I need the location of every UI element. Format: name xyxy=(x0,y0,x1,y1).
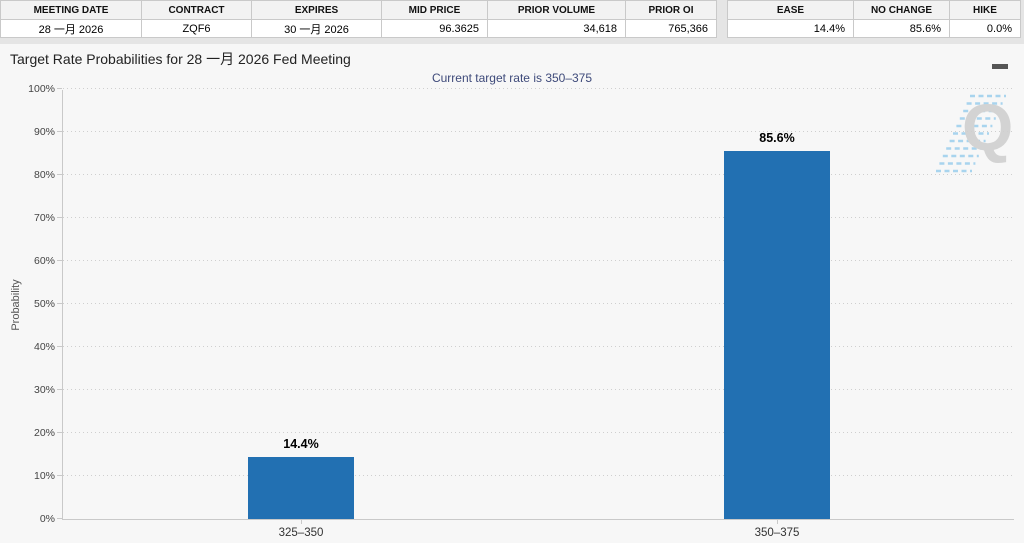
contract-info-table: MEETING DATE CONTRACT EXPIRES MID PRICE … xyxy=(0,0,717,38)
contract-table-value-row: 28 一月 2026 ZQF6 30 一月 2026 96.3625 34,61… xyxy=(0,19,717,38)
chart-subtitle: Current target rate is 350–375 xyxy=(431,71,593,85)
chart-context-menu-button[interactable] xyxy=(992,53,1014,69)
y-axis-tick-label: 70% xyxy=(33,212,55,224)
y-gridline xyxy=(63,303,1014,304)
bar-value-label: 85.6% xyxy=(759,130,795,145)
chart-title: Target Rate Probabilities for 28 一月 2026… xyxy=(10,51,351,67)
value-prior-oi: 765,366 xyxy=(625,19,717,38)
y-gridline xyxy=(63,346,1014,347)
y-axis-tick-label: 10% xyxy=(33,470,55,482)
y-axis-tick xyxy=(57,389,62,390)
x-axis-category-label: 350–375 xyxy=(754,527,800,539)
y-gridline xyxy=(63,217,1014,218)
rate-move-probability-table: EASE NO CHANGE HIKE 14.4% 85.6% 0.0% xyxy=(727,0,1021,38)
y-axis-tick xyxy=(57,303,62,304)
watermark-dashes-decoration xyxy=(936,94,1006,173)
value-prior-volume: 34,618 xyxy=(487,19,626,38)
value-expires: 30 一月 2026 xyxy=(251,19,382,38)
y-axis-tick xyxy=(57,88,62,89)
y-axis-tick xyxy=(57,346,62,347)
y-axis-tick xyxy=(57,260,62,261)
contract-table-header-row: MEETING DATE CONTRACT EXPIRES MID PRICE … xyxy=(0,0,717,20)
value-mid-price: 96.3625 xyxy=(381,19,488,38)
header-ease: EASE xyxy=(727,0,854,20)
y-gridline xyxy=(63,174,1014,175)
probability-bar[interactable] xyxy=(248,457,354,519)
header-contract: CONTRACT xyxy=(141,0,252,20)
probability-bar[interactable] xyxy=(724,150,830,519)
y-axis-tick-label: 50% xyxy=(33,298,55,310)
y-gridline xyxy=(63,131,1014,132)
x-axis-category-label: 325–350 xyxy=(278,527,324,539)
x-axis-tick xyxy=(777,519,778,524)
y-axis-tick-label: 0% xyxy=(39,513,55,525)
header-prior-volume: PRIOR VOLUME xyxy=(487,0,626,20)
y-gridline xyxy=(63,432,1014,433)
y-axis-tick xyxy=(57,217,62,218)
x-axis-tick xyxy=(301,519,302,524)
y-axis-tick-label: 80% xyxy=(33,169,55,181)
y-axis-tick-label: 40% xyxy=(33,341,55,353)
value-ease: 14.4% xyxy=(727,19,854,38)
y-axis-tick-label: 100% xyxy=(28,83,55,95)
header-prior-oi: PRIOR OI xyxy=(625,0,717,20)
quikstrike-watermark-logo: Q xyxy=(962,90,1014,164)
y-gridline xyxy=(63,389,1014,390)
header-hike: HIKE xyxy=(949,0,1021,20)
y-axis-tick-label: 60% xyxy=(33,255,55,267)
header-meeting-date: MEETING DATE xyxy=(0,0,142,20)
y-axis-tick-label: 20% xyxy=(33,427,55,439)
header-no-change: NO CHANGE xyxy=(853,0,950,20)
value-meeting-date: 28 一月 2026 xyxy=(0,19,142,38)
y-axis-tick xyxy=(57,174,62,175)
plot-area: 0% 10% 20% 30% 40% 50% 60% 70% 80% 90% 100% 14.4% 32… xyxy=(28,83,1014,539)
y-axis-tick-label: 90% xyxy=(33,126,55,138)
y-axis-tick xyxy=(57,475,62,476)
moves-table-value-row: 14.4% 85.6% 0.0% xyxy=(727,19,1021,38)
moves-table-header-row: EASE NO CHANGE HIKE xyxy=(727,0,1021,20)
value-contract: ZQF6 xyxy=(141,19,252,38)
value-no-change: 85.6% xyxy=(853,19,950,38)
value-hike: 0.0% xyxy=(949,19,1021,38)
y-gridline xyxy=(63,475,1014,476)
header-mid-price: MID PRICE xyxy=(381,0,488,20)
bar-value-label: 14.4% xyxy=(283,437,319,452)
target-rate-probability-chart: Target Rate Probabilities for 28 一月 2026… xyxy=(0,44,1024,543)
y-gridline xyxy=(63,260,1014,261)
y-gridline xyxy=(63,88,1014,89)
y-axis-tick xyxy=(57,131,62,132)
header-expires: EXPIRES xyxy=(251,0,382,20)
y-axis-tick xyxy=(57,518,62,519)
y-axis-tick-label: 30% xyxy=(33,384,55,396)
y-axis-tick xyxy=(57,432,62,433)
